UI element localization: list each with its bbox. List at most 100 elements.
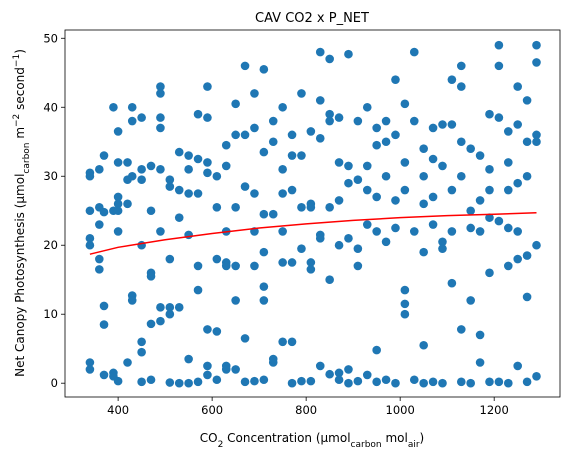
point [503, 127, 513, 136]
point [95, 165, 104, 174]
point [278, 337, 287, 347]
point [287, 130, 297, 140]
point [438, 237, 447, 247]
point [485, 213, 494, 222]
point [156, 316, 165, 326]
point [174, 378, 184, 388]
point [259, 282, 269, 291]
point [85, 365, 95, 374]
point [287, 258, 297, 267]
point [334, 196, 344, 205]
point [409, 227, 419, 236]
point [156, 113, 165, 122]
point [391, 378, 400, 388]
point [522, 251, 532, 260]
point [127, 116, 137, 126]
point [85, 171, 95, 181]
point [156, 123, 165, 133]
point [231, 202, 240, 212]
point [522, 96, 532, 105]
point [381, 237, 391, 247]
x-tick-label: 800 [295, 403, 317, 417]
point [400, 158, 410, 167]
point [259, 296, 269, 305]
point [221, 261, 231, 271]
point [362, 370, 372, 380]
point [532, 240, 541, 250]
point [419, 199, 428, 209]
label-part: mol [382, 431, 408, 445]
point [278, 102, 287, 112]
point [532, 58, 541, 67]
point [362, 102, 372, 112]
point [221, 161, 231, 171]
point [362, 161, 372, 171]
point [95, 220, 104, 229]
point [174, 303, 184, 312]
point [306, 376, 316, 386]
x-tick-label: 600 [201, 403, 223, 417]
point [372, 192, 381, 202]
point [428, 123, 438, 133]
point [353, 261, 363, 271]
point [362, 220, 372, 229]
point [250, 89, 259, 98]
point [494, 377, 504, 387]
point [127, 296, 137, 305]
plot-frame [64, 29, 561, 398]
point [297, 202, 306, 212]
point [325, 369, 334, 379]
point [165, 309, 175, 319]
point [278, 258, 287, 267]
point [127, 171, 137, 181]
label-part: ) [420, 431, 425, 445]
label-part: ) [13, 49, 27, 54]
point [203, 113, 212, 122]
point [485, 268, 494, 278]
y-tick-label: 10 [43, 307, 58, 321]
point [184, 151, 193, 160]
point [240, 334, 250, 343]
point [438, 378, 447, 388]
point [156, 82, 165, 91]
point [372, 345, 381, 355]
point [85, 234, 95, 243]
point [522, 377, 532, 387]
point [353, 175, 363, 184]
point [193, 285, 203, 295]
point [95, 254, 104, 264]
point [503, 158, 513, 167]
point [137, 377, 146, 387]
point [334, 375, 344, 385]
point [203, 361, 212, 371]
point [306, 127, 316, 136]
point [381, 171, 391, 181]
point [381, 137, 391, 147]
point [400, 285, 410, 295]
point [113, 376, 123, 386]
point [438, 120, 447, 129]
point [146, 161, 156, 171]
point [278, 165, 287, 174]
point [475, 151, 485, 160]
point [221, 140, 231, 150]
point [485, 185, 494, 195]
point [532, 372, 541, 381]
point [344, 49, 353, 59]
point [165, 303, 175, 312]
point [184, 165, 193, 174]
point [146, 319, 156, 329]
point [212, 202, 222, 212]
point [503, 185, 513, 195]
point [315, 47, 325, 57]
point [268, 354, 278, 364]
point [344, 378, 353, 388]
point [447, 227, 457, 236]
point [250, 123, 259, 133]
point [259, 65, 269, 74]
point [344, 161, 353, 171]
point [494, 216, 504, 226]
label-part: m [13, 127, 27, 143]
point [184, 189, 193, 198]
point [203, 325, 212, 334]
